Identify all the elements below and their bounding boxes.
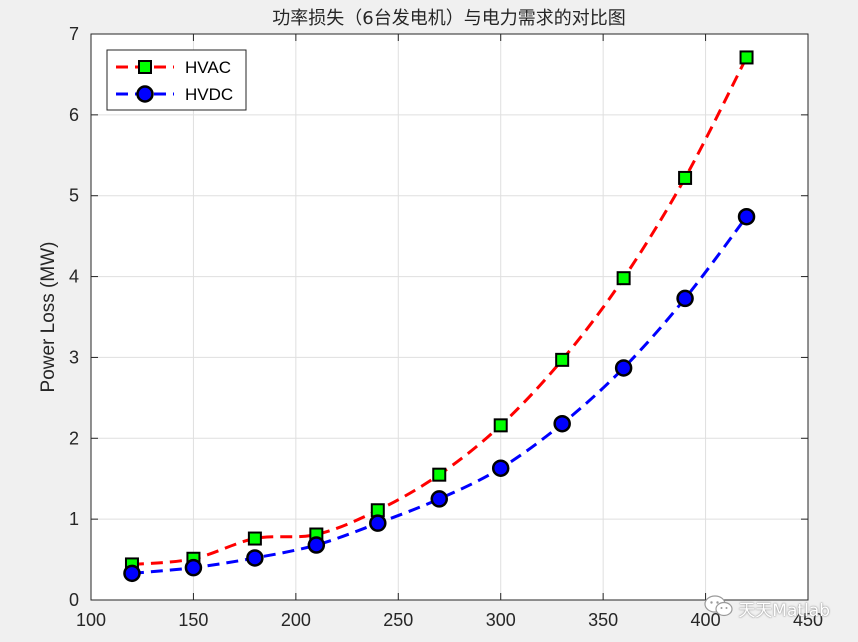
grid	[91, 34, 808, 600]
x-tick-label: 350	[588, 610, 618, 630]
y-tick-label: 4	[69, 267, 79, 287]
data-point-hvdc	[307, 536, 326, 554]
data-point-hvac	[432, 467, 447, 482]
y-tick-label: 7	[69, 24, 79, 44]
markers	[123, 50, 756, 583]
x-tick-label: 150	[178, 610, 208, 630]
data-point-hvdc	[184, 558, 203, 577]
data-point-hvdc	[737, 207, 756, 226]
legend-box	[106, 49, 247, 111]
data-point-hvdc	[614, 359, 633, 377]
plot-frame	[90, 33, 809, 601]
y-tick-label: 1	[69, 509, 79, 529]
legend-label-hvdc: HVDC	[185, 85, 233, 104]
watermark-text: 天天Matlab	[738, 601, 830, 621]
x-tick-label: 450	[793, 610, 823, 630]
legend: HVAC HVDC	[106, 49, 247, 111]
data-point-hvdc	[369, 514, 387, 532]
data-point-hvdc	[676, 289, 694, 308]
wechat-icon	[704, 595, 734, 622]
x-tick-label: 400	[691, 610, 721, 630]
data-point-hvac	[678, 170, 693, 185]
data-point-hvac	[247, 531, 262, 546]
y-tick-label: 2	[69, 428, 79, 448]
legend-marker-hvdc	[136, 85, 154, 103]
x-tick-label: 250	[383, 610, 413, 630]
plot-area	[91, 34, 808, 600]
data-point-hvac	[739, 50, 754, 65]
y-tick-label: 3	[69, 347, 79, 367]
y-tick-label: 6	[69, 105, 79, 125]
tick-labels: 100 150 200 250 300 350 400 450 0 1 2 3 4 5 6 7	[69, 24, 823, 630]
data-point-hvdc	[553, 414, 571, 433]
y-tick-label: 5	[69, 186, 79, 206]
legend-label-hvac: HVAC	[185, 58, 231, 77]
x-tick-label: 300	[486, 610, 516, 630]
data-point-hvac	[616, 271, 631, 286]
x-tick-label: 100	[76, 610, 106, 630]
data-point-hvac	[555, 352, 570, 367]
y-tick-label: 0	[69, 590, 79, 610]
x-tick-label: 200	[281, 610, 311, 630]
chart-title: 功率损失（6台发电机）与电力需求的对比图	[272, 8, 625, 29]
legend-marker-hvac	[138, 60, 152, 74]
data-point-hvdc	[430, 490, 449, 508]
data-point-hvdc	[123, 564, 141, 583]
ticks	[90, 33, 809, 601]
data-point-hvdc	[246, 549, 264, 567]
watermark: 天天Matlab	[704, 595, 830, 622]
y-axis-title: Power Loss (MW)	[38, 242, 59, 393]
data-point-hvdc	[491, 459, 510, 477]
data-point-hvac	[493, 418, 508, 433]
